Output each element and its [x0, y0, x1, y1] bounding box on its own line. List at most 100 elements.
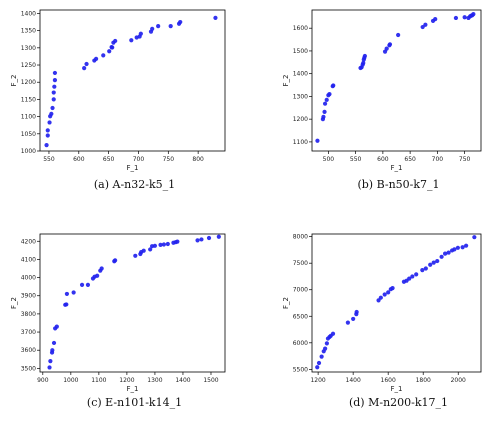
data-point	[168, 24, 173, 29]
x-tick-label: 750	[163, 156, 175, 163]
data-point	[52, 78, 58, 83]
data-point	[315, 365, 320, 370]
data-point	[71, 290, 76, 295]
y-tick-label: 4200	[21, 238, 36, 245]
y-tick-label: 1100	[293, 139, 308, 146]
x-tick-label: 2000	[451, 377, 466, 384]
y-tick-label: 3500	[21, 365, 36, 372]
data-point	[386, 290, 391, 295]
y-tick-label: 1600	[293, 25, 308, 32]
y-tick-label: 4100	[21, 256, 36, 263]
x-axis-label: F_1	[127, 385, 139, 393]
y-tick-label: 1500	[293, 48, 308, 55]
data-point	[455, 245, 460, 250]
x-axis-label: F_1	[391, 164, 403, 172]
data-point	[345, 320, 350, 325]
data-point	[330, 331, 336, 336]
plot-frame	[311, 233, 482, 373]
data-series	[47, 234, 221, 370]
y-axis-label: F_2	[10, 297, 18, 309]
data-point	[414, 272, 419, 277]
data-point	[316, 360, 322, 366]
data-point	[64, 291, 70, 297]
data-point	[390, 286, 395, 291]
y-tick-label: 3800	[21, 311, 36, 318]
data-point	[443, 251, 448, 256]
chart-panel-3: 900 1000 1100 1200 1300 1400 1500 3500 3600 3700 3…	[10, 233, 226, 409]
data-point	[428, 262, 433, 267]
y-tick-label: 3900	[21, 293, 36, 300]
x-tick-label: 750	[459, 156, 471, 163]
data-point	[84, 61, 89, 67]
data-point	[431, 260, 436, 265]
data-point	[351, 316, 356, 322]
x-tick-label: 550	[350, 156, 362, 163]
data-point	[362, 53, 367, 59]
data-point	[150, 26, 155, 32]
data-point	[331, 83, 336, 88]
y-tick-label: 1000	[21, 148, 36, 155]
y-tick-label: 1400	[293, 71, 308, 78]
y-tick-label: 1300	[21, 45, 36, 52]
x-tick-label: 1800	[416, 377, 431, 384]
y-tick-label: 3700	[21, 329, 36, 336]
data-point	[378, 295, 383, 300]
y-axis-label: F_2	[10, 75, 18, 87]
x-tick-label: 1100	[91, 377, 106, 384]
chart-panel-2: 500 550 600 650 700 750 1100 1200 1300 1400 1500 16…	[282, 9, 482, 191]
data-point	[423, 266, 428, 271]
x-tick-label: 1400	[346, 377, 361, 384]
data-point	[148, 247, 153, 252]
data-point	[396, 32, 401, 38]
data-point	[95, 273, 100, 278]
data-point	[50, 105, 55, 111]
data-point	[47, 365, 52, 370]
data-point	[433, 17, 438, 22]
data-point	[407, 276, 412, 281]
y-axis-label: F_2	[282, 297, 290, 309]
data-point	[453, 15, 459, 21]
y-tick-label: 3600	[21, 347, 36, 354]
data-point	[44, 143, 49, 148]
x-tick-label: 1200	[310, 377, 325, 384]
data-point	[322, 109, 327, 114]
data-point	[175, 239, 180, 244]
x-axis-label: F_1	[391, 385, 403, 393]
data-point	[165, 241, 170, 247]
chart-panel-1: 550 600 650 700 750 800 1000 1050 1100 1150 1200 12…	[10, 9, 226, 191]
y-tick-label: 1050	[21, 131, 36, 138]
data-point	[138, 31, 143, 36]
y-tick-label: 1300	[293, 93, 308, 100]
x-tick-label: 600	[73, 156, 85, 163]
data-point	[439, 254, 444, 259]
y-tick-label: 1100	[21, 114, 36, 121]
y-tick-label: 1150	[21, 96, 36, 103]
data-point	[384, 46, 389, 51]
data-point	[47, 120, 52, 125]
data-point	[195, 238, 200, 243]
x-tick-label: 800	[192, 156, 204, 163]
y-axis-label: F_2	[282, 75, 290, 87]
y-tick-label: 1250	[21, 62, 36, 69]
y-tick-label: 5500	[293, 366, 308, 373]
x-tick-label: 650	[404, 156, 416, 163]
data-point	[354, 309, 359, 315]
y-tick-label: 6000	[293, 340, 308, 347]
data-point	[327, 92, 332, 97]
data-point	[423, 22, 428, 27]
data-point	[79, 282, 85, 287]
data-point	[464, 243, 469, 248]
data-point	[387, 42, 393, 47]
data-point	[50, 348, 55, 353]
x-tick-label: 600	[377, 156, 389, 163]
data-point	[94, 56, 99, 61]
data-point	[52, 84, 57, 89]
data-point	[99, 266, 104, 271]
data-point	[319, 354, 324, 359]
data-point	[85, 282, 91, 287]
data-point	[323, 346, 328, 351]
data-point	[51, 90, 56, 95]
subfigure-caption: (b) B-n50-k7_1	[357, 178, 439, 191]
data-point	[460, 245, 465, 250]
